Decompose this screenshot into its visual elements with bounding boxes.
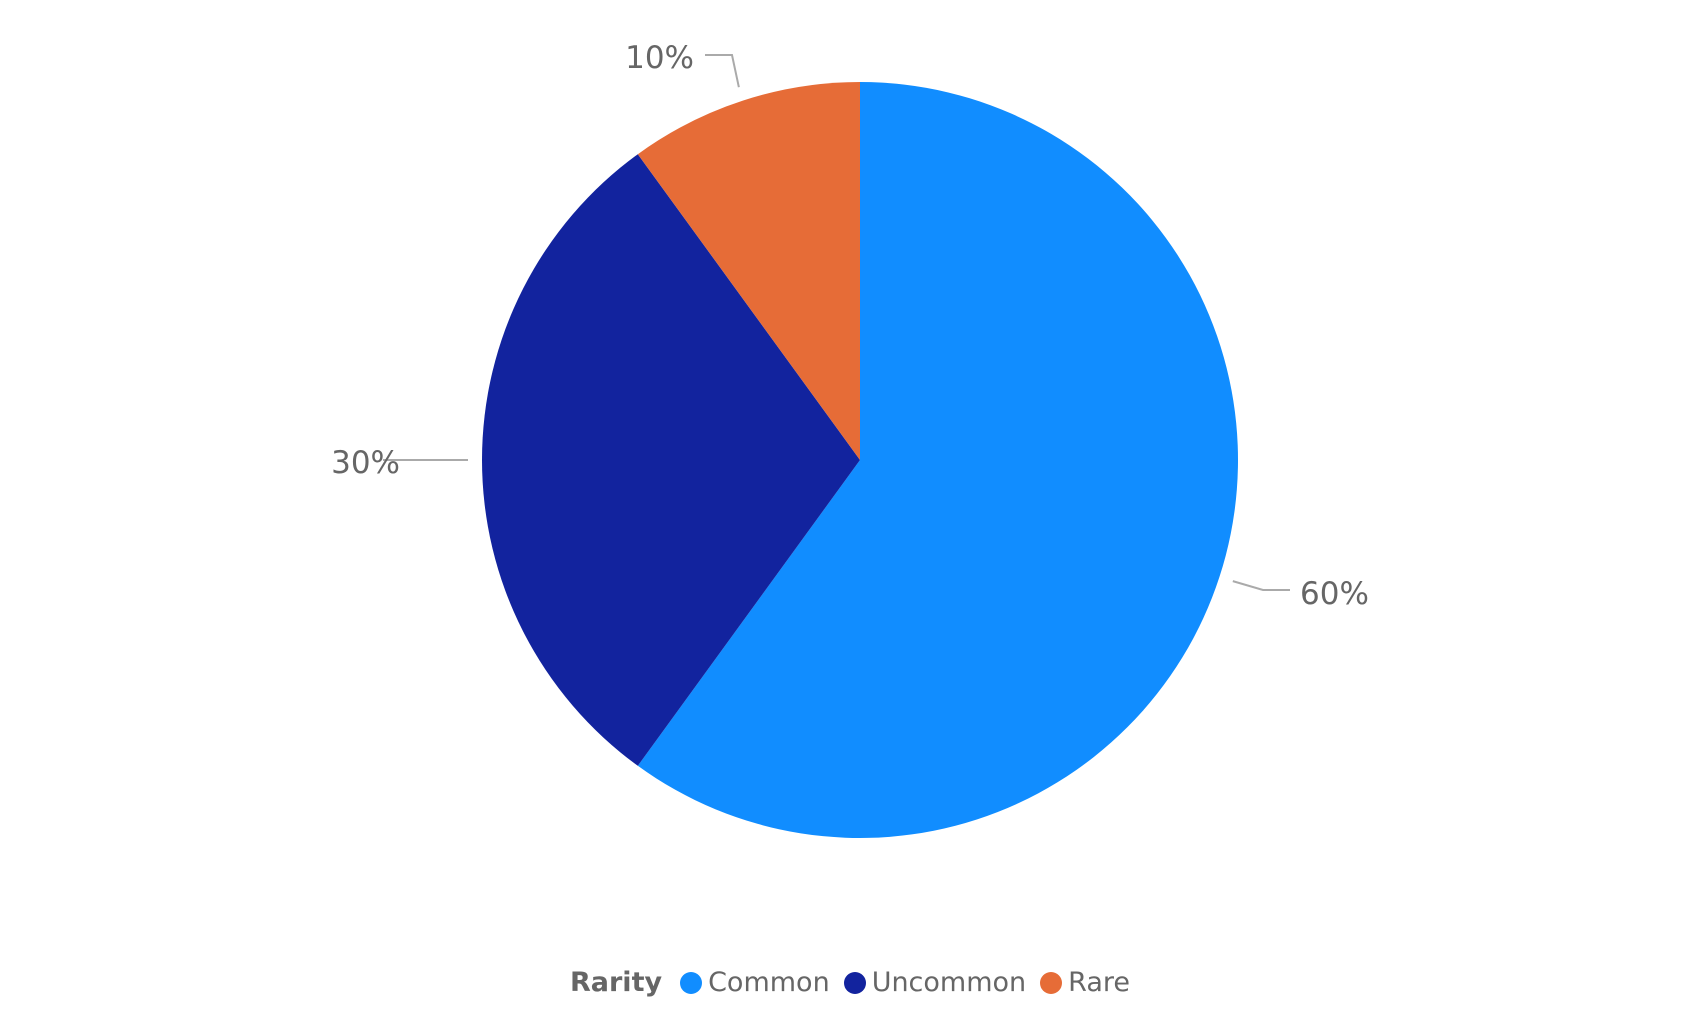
legend: Rarity Common Uncommon Rare — [0, 966, 1700, 1000]
legend-label-uncommon: Uncommon — [871, 967, 1027, 998]
legend-items: Common Uncommon Rare — [680, 966, 1130, 1000]
leader-line-common — [1232, 580, 1290, 591]
legend-swatch-uncommon — [843, 972, 866, 994]
legend-swatch-rare — [1040, 972, 1063, 994]
legend-label-common: Common — [708, 967, 830, 998]
leader-line-rare — [705, 54, 740, 88]
data-label-uncommon: 30% — [331, 445, 400, 481]
legend-item-common[interactable]: Common — [680, 966, 830, 1000]
legend-item-uncommon[interactable]: Uncommon — [843, 966, 1027, 1000]
leader-lines — [383, 54, 1290, 591]
data-labels: 60% 30% 10% — [331, 40, 1369, 612]
data-label-common: 60% — [1300, 576, 1369, 612]
legend-swatch-common — [680, 972, 703, 994]
legend-label-rare: Rare — [1068, 967, 1131, 998]
pie-slice-rare[interactable] — [637, 82, 860, 460]
legend-title: Rarity — [569, 967, 663, 998]
pie-slice-uncommon[interactable] — [482, 154, 860, 766]
data-label-rare: 10% — [625, 40, 694, 76]
pie-slice-common[interactable] — [637, 82, 1238, 838]
pie-slices — [482, 82, 1238, 838]
legend-item-rare[interactable]: Rare — [1040, 966, 1130, 1000]
